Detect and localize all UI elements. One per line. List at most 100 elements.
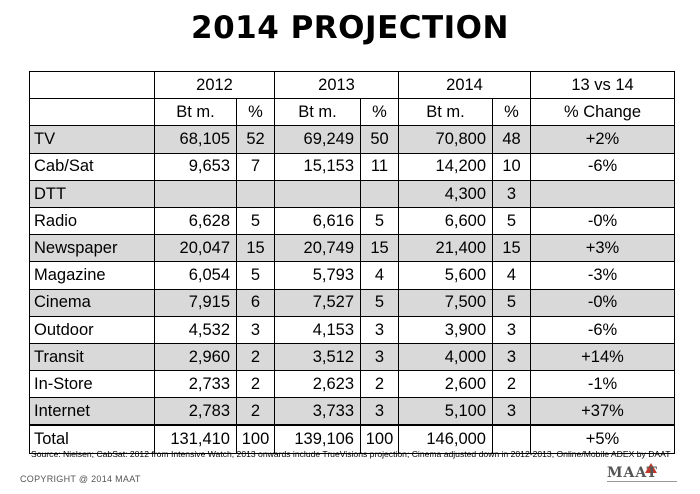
cell-bt-2012: 131,410 — [154, 424, 237, 454]
cell-bt-2014: 21,400 — [398, 234, 493, 263]
projection-table: 2012 2013 2014 13 vs 14 Bt m. % Bt m. % … — [29, 70, 675, 454]
cell-pct-2013: 3 — [360, 315, 399, 344]
cell-change: +3% — [530, 234, 675, 263]
cell-pct-2012: 3 — [236, 315, 275, 344]
cell-bt-2013: 3,512 — [274, 342, 361, 372]
cell-pct-2014: 5 — [492, 206, 531, 236]
cell-bt-2013: 6,616 — [274, 206, 361, 236]
table-row: DTT 4,300 3 — [29, 179, 675, 208]
cell-change: -0% — [530, 288, 675, 317]
row-label: Cab/Sat — [29, 152, 155, 181]
cell-bt-2012: 6,628 — [154, 206, 237, 236]
cell-bt-2012 — [154, 179, 237, 208]
cell-bt-2014: 5,600 — [398, 261, 493, 290]
header-row-years: 2012 2013 2014 13 vs 14 — [29, 70, 675, 100]
cell-change: +37% — [530, 397, 675, 426]
header-comparison: 13 vs 14 — [530, 70, 675, 100]
cell-bt-2013: 139,106 — [274, 424, 361, 454]
cell-change — [530, 179, 675, 208]
cell-bt-2014: 4,300 — [398, 179, 493, 208]
row-label: Radio — [29, 206, 155, 236]
cell-bt-2014: 70,800 — [398, 125, 493, 154]
cell-bt-2013: 20,749 — [274, 234, 361, 263]
cell-pct-2012: 5 — [236, 261, 275, 290]
cell-bt-2012: 6,054 — [154, 261, 237, 290]
cell-bt-2014: 4,000 — [398, 342, 493, 372]
cell-bt-2012: 2,783 — [154, 397, 237, 426]
cell-pct-2013: 3 — [360, 397, 399, 426]
table-row: In-Store 2,733 2 2,623 2 2,600 2 -1% — [29, 370, 675, 399]
logo-mark-icon — [645, 463, 657, 473]
row-label: TV — [29, 125, 155, 154]
cell-pct-2013: 50 — [360, 125, 399, 154]
cell-pct-2014: 5 — [492, 288, 531, 317]
header-unit-change: % Change — [530, 98, 675, 127]
table-row: Outdoor 4,532 3 4,153 3 3,900 3 -6% — [29, 315, 675, 344]
header-unit-pct: % — [360, 98, 399, 127]
cell-bt-2013: 5,793 — [274, 261, 361, 290]
cell-bt-2012: 20,047 — [154, 234, 237, 263]
cell-bt-2014: 5,100 — [398, 397, 493, 426]
row-label: Cinema — [29, 288, 155, 317]
cell-pct-2013: 2 — [360, 370, 399, 399]
cell-pct-2014: 3 — [492, 342, 531, 372]
cell-pct-2012: 6 — [236, 288, 275, 317]
cell-pct-2013: 3 — [360, 342, 399, 372]
header-unit-pct: % — [236, 98, 275, 127]
header-year-2012: 2012 — [154, 70, 275, 100]
cell-pct-2012: 15 — [236, 234, 275, 263]
cell-bt-2014: 3,900 — [398, 315, 493, 344]
table-row: Internet 2,783 2 3,733 3 5,100 3 +37% — [29, 397, 675, 426]
table-row: Cinema 7,915 6 7,527 5 7,500 5 -0% — [29, 288, 675, 317]
cell-pct-2014: 48 — [492, 125, 531, 154]
row-label: DTT — [29, 179, 155, 208]
cell-pct-2012: 5 — [236, 206, 275, 236]
header-unit-bt: Bt m. — [274, 98, 361, 127]
cell-pct-2012: 7 — [236, 152, 275, 181]
cell-bt-2012: 68,105 — [154, 125, 237, 154]
cell-bt-2012: 2,733 — [154, 370, 237, 399]
cell-bt-2014: 6,600 — [398, 206, 493, 236]
header-row-units: Bt m. % Bt m. % Bt m. % % Change — [29, 98, 675, 127]
cell-pct-2013: 5 — [360, 206, 399, 236]
table-row: Magazine 6,054 5 5,793 4 5,600 4 -3% — [29, 261, 675, 290]
cell-bt-2013: 4,153 — [274, 315, 361, 344]
table-row: TV 68,105 52 69,249 50 70,800 48 +2% — [29, 125, 675, 154]
cell-pct-2014: 3 — [492, 315, 531, 344]
cell-pct-2013: 5 — [360, 288, 399, 317]
cell-pct-2013: 11 — [360, 152, 399, 181]
header-blank — [29, 98, 155, 127]
cell-bt-2013: 15,153 — [274, 152, 361, 181]
cell-bt-2012: 7,915 — [154, 288, 237, 317]
cell-pct-2013 — [360, 179, 399, 208]
header-year-2014: 2014 — [398, 70, 531, 100]
cell-pct-2012: 2 — [236, 342, 275, 372]
row-label: Outdoor — [29, 315, 155, 344]
logo-text: MAAT — [607, 465, 658, 481]
cell-bt-2013: 69,249 — [274, 125, 361, 154]
cell-change: -6% — [530, 152, 675, 181]
maat-logo: MAAT — [605, 463, 685, 491]
header-unit-bt: Bt m. — [154, 98, 237, 127]
cell-change: +5% — [530, 424, 675, 454]
cell-bt-2014: 2,600 — [398, 370, 493, 399]
table-row: Cab/Sat 9,653 7 15,153 11 14,200 10 -6% — [29, 152, 675, 181]
cell-change: +14% — [530, 342, 675, 372]
row-label: Internet — [29, 397, 155, 426]
row-label: Newspaper — [29, 234, 155, 263]
cell-pct-2014: 2 — [492, 370, 531, 399]
row-label: Magazine — [29, 261, 155, 290]
copyright-text: COPYRIGHT @ 2014 MAAT — [20, 474, 141, 484]
cell-bt-2013: 7,527 — [274, 288, 361, 317]
page-title: 2014 PROJECTION — [191, 10, 509, 46]
cell-change: +2% — [530, 125, 675, 154]
table-row: Radio 6,628 5 6,616 5 6,600 5 -0% — [29, 206, 675, 236]
header-blank — [29, 70, 155, 100]
cell-pct-2012: 52 — [236, 125, 275, 154]
row-label: Transit — [29, 342, 155, 372]
header-year-2013: 2013 — [274, 70, 399, 100]
row-label: In-Store — [29, 370, 155, 399]
cell-pct-2013: 4 — [360, 261, 399, 290]
cell-pct-2014: 3 — [492, 179, 531, 208]
cell-pct-2014: 15 — [492, 234, 531, 263]
